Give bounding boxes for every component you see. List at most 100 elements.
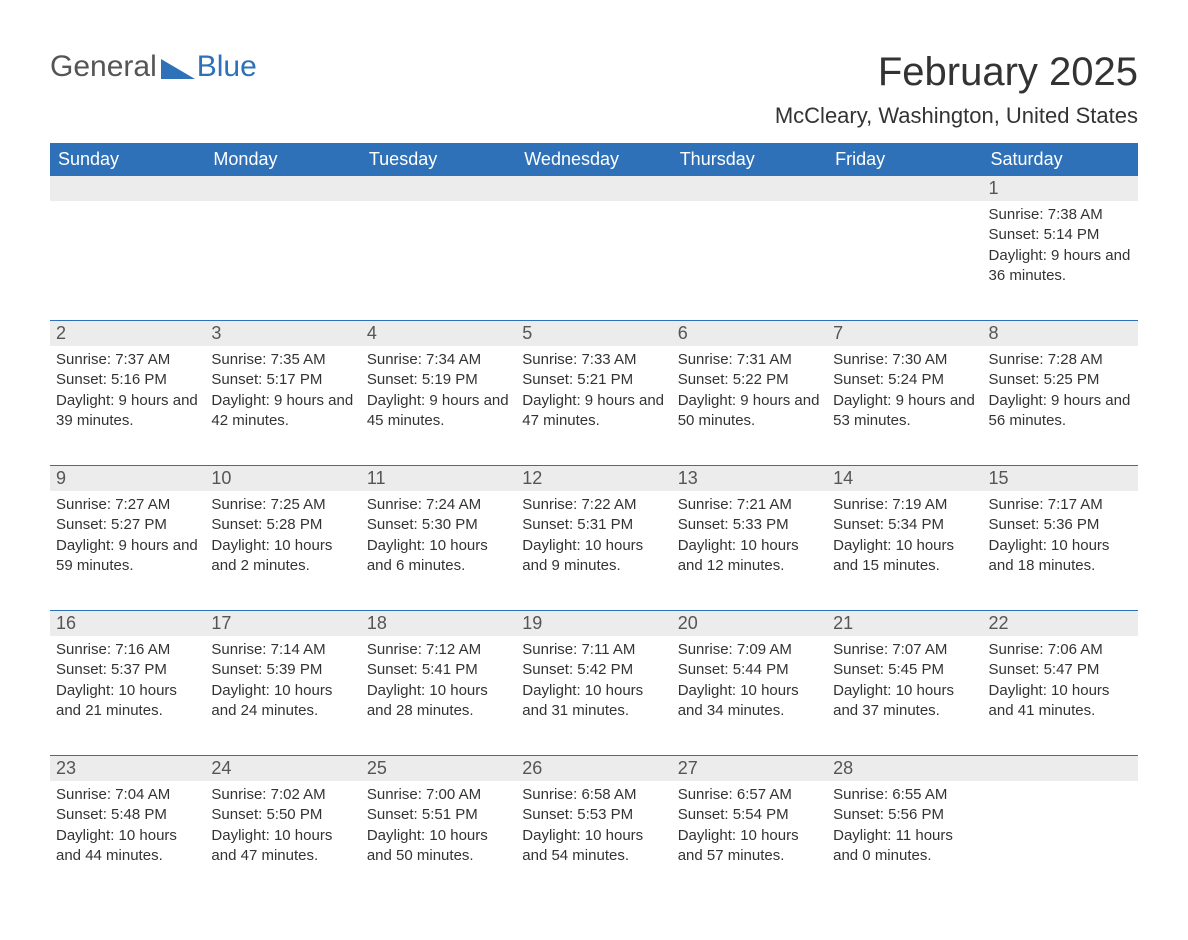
day-number-cell: 20 [672, 611, 827, 636]
day-number-cell: 9 [50, 466, 205, 491]
day-cell: Sunrise: 7:06 AMSunset: 5:47 PMDaylight:… [983, 636, 1138, 756]
day-cell: Sunrise: 7:11 AMSunset: 5:42 PMDaylight:… [516, 636, 671, 756]
daylight-line: Daylight: 10 hours and 34 minutes. [678, 681, 821, 722]
day-cell: Sunrise: 7:09 AMSunset: 5:44 PMDaylight:… [672, 636, 827, 756]
day-body-row: Sunrise: 7:38 AMSunset: 5:14 PMDaylight:… [50, 201, 1138, 321]
day-cell: Sunrise: 7:33 AMSunset: 5:21 PMDaylight:… [516, 346, 671, 466]
location-subtitle: McCleary, Washington, United States [775, 103, 1138, 129]
sunset-line: Sunset: 5:45 PM [833, 660, 976, 680]
day-number-cell: 13 [672, 466, 827, 491]
daylight-line: Daylight: 10 hours and 9 minutes. [522, 536, 665, 577]
calendar-table: Sunday Monday Tuesday Wednesday Thursday… [50, 143, 1138, 900]
daylight-line: Daylight: 9 hours and 47 minutes. [522, 391, 665, 432]
daylight-line: Daylight: 9 hours and 39 minutes. [56, 391, 199, 432]
sunset-line: Sunset: 5:41 PM [367, 660, 510, 680]
sunset-line: Sunset: 5:37 PM [56, 660, 199, 680]
sunrise-line: Sunrise: 7:14 AM [211, 640, 354, 660]
day-cell: Sunrise: 7:34 AMSunset: 5:19 PMDaylight:… [361, 346, 516, 466]
day-cell [827, 201, 982, 321]
daylight-line: Daylight: 10 hours and 6 minutes. [367, 536, 510, 577]
sunrise-line: Sunrise: 7:25 AM [211, 495, 354, 515]
day-number-cell: 23 [50, 756, 205, 781]
sunset-line: Sunset: 5:24 PM [833, 370, 976, 390]
day-number-row: 2345678 [50, 321, 1138, 346]
day-number-cell: 19 [516, 611, 671, 636]
day-number-cell: 5 [516, 321, 671, 346]
day-cell: Sunrise: 7:25 AMSunset: 5:28 PMDaylight:… [205, 491, 360, 611]
daylight-line: Daylight: 10 hours and 24 minutes. [211, 681, 354, 722]
sunset-line: Sunset: 5:21 PM [522, 370, 665, 390]
sunrise-line: Sunrise: 7:02 AM [211, 785, 354, 805]
daylight-line: Daylight: 10 hours and 12 minutes. [678, 536, 821, 577]
day-number-cell: 16 [50, 611, 205, 636]
flag-icon [161, 55, 195, 79]
sunrise-line: Sunrise: 7:11 AM [522, 640, 665, 660]
brand-logo: General Blue [50, 50, 257, 84]
day-cell: Sunrise: 7:24 AMSunset: 5:30 PMDaylight:… [361, 491, 516, 611]
daylight-line: Daylight: 10 hours and 18 minutes. [989, 536, 1132, 577]
daylight-line: Daylight: 10 hours and 31 minutes. [522, 681, 665, 722]
sunrise-line: Sunrise: 7:35 AM [211, 350, 354, 370]
day-number-cell: 22 [983, 611, 1138, 636]
daylight-line: Daylight: 10 hours and 28 minutes. [367, 681, 510, 722]
daylight-line: Daylight: 9 hours and 36 minutes. [989, 246, 1132, 287]
day-cell [516, 201, 671, 321]
day-number-cell [983, 756, 1138, 781]
day-cell: Sunrise: 7:17 AMSunset: 5:36 PMDaylight:… [983, 491, 1138, 611]
weekday-header: Sunday [50, 143, 205, 176]
sunset-line: Sunset: 5:30 PM [367, 515, 510, 535]
day-cell: Sunrise: 7:14 AMSunset: 5:39 PMDaylight:… [205, 636, 360, 756]
day-cell: Sunrise: 7:07 AMSunset: 5:45 PMDaylight:… [827, 636, 982, 756]
day-number-row: 232425262728 [50, 756, 1138, 781]
day-number-cell: 11 [361, 466, 516, 491]
weekday-header: Friday [827, 143, 982, 176]
sunrise-line: Sunrise: 7:04 AM [56, 785, 199, 805]
day-cell: Sunrise: 7:02 AMSunset: 5:50 PMDaylight:… [205, 781, 360, 900]
day-number-cell: 14 [827, 466, 982, 491]
day-cell: Sunrise: 7:35 AMSunset: 5:17 PMDaylight:… [205, 346, 360, 466]
sunrise-line: Sunrise: 7:30 AM [833, 350, 976, 370]
day-number-cell: 12 [516, 466, 671, 491]
title-block: February 2025 McCleary, Washington, Unit… [775, 50, 1138, 129]
daylight-line: Daylight: 10 hours and 57 minutes. [678, 826, 821, 867]
weekday-header: Tuesday [361, 143, 516, 176]
day-cell: Sunrise: 6:58 AMSunset: 5:53 PMDaylight:… [516, 781, 671, 900]
day-cell: Sunrise: 6:57 AMSunset: 5:54 PMDaylight:… [672, 781, 827, 900]
day-number-cell [827, 176, 982, 201]
sunrise-line: Sunrise: 7:24 AM [367, 495, 510, 515]
day-cell [50, 201, 205, 321]
sunrise-line: Sunrise: 7:07 AM [833, 640, 976, 660]
day-number-cell: 24 [205, 756, 360, 781]
weekday-header-row: Sunday Monday Tuesday Wednesday Thursday… [50, 143, 1138, 176]
day-number-cell [50, 176, 205, 201]
sunrise-line: Sunrise: 7:22 AM [522, 495, 665, 515]
daylight-line: Daylight: 10 hours and 50 minutes. [367, 826, 510, 867]
sunrise-line: Sunrise: 7:17 AM [989, 495, 1132, 515]
day-body-row: Sunrise: 7:37 AMSunset: 5:16 PMDaylight:… [50, 346, 1138, 466]
sunrise-line: Sunrise: 7:34 AM [367, 350, 510, 370]
sunset-line: Sunset: 5:27 PM [56, 515, 199, 535]
sunrise-line: Sunrise: 7:06 AM [989, 640, 1132, 660]
day-number-cell: 25 [361, 756, 516, 781]
sunset-line: Sunset: 5:34 PM [833, 515, 976, 535]
sunset-line: Sunset: 5:54 PM [678, 805, 821, 825]
daylight-line: Daylight: 10 hours and 21 minutes. [56, 681, 199, 722]
day-number-cell: 6 [672, 321, 827, 346]
day-number-cell: 1 [983, 176, 1138, 201]
sunset-line: Sunset: 5:33 PM [678, 515, 821, 535]
daylight-line: Daylight: 9 hours and 56 minutes. [989, 391, 1132, 432]
calendar-body: 1 Sunrise: 7:38 AMSunset: 5:14 PMDayligh… [50, 176, 1138, 900]
day-number-row: 1 [50, 176, 1138, 201]
sunset-line: Sunset: 5:36 PM [989, 515, 1132, 535]
day-cell [983, 781, 1138, 900]
daylight-line: Daylight: 9 hours and 42 minutes. [211, 391, 354, 432]
sunset-line: Sunset: 5:22 PM [678, 370, 821, 390]
sunrise-line: Sunrise: 7:19 AM [833, 495, 976, 515]
day-cell [361, 201, 516, 321]
sunrise-line: Sunrise: 6:55 AM [833, 785, 976, 805]
day-number-cell: 7 [827, 321, 982, 346]
weekday-header: Saturday [983, 143, 1138, 176]
daylight-line: Daylight: 9 hours and 53 minutes. [833, 391, 976, 432]
daylight-line: Daylight: 9 hours and 59 minutes. [56, 536, 199, 577]
day-cell: Sunrise: 7:12 AMSunset: 5:41 PMDaylight:… [361, 636, 516, 756]
